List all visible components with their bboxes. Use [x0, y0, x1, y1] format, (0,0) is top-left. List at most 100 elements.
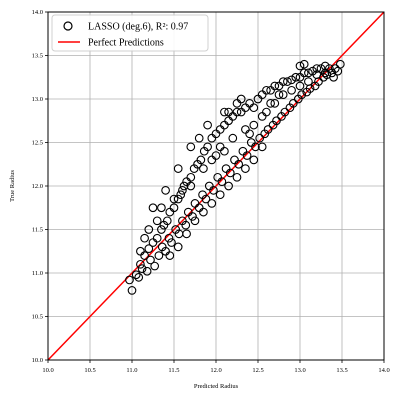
data-point: [181, 220, 191, 230]
data-point: [186, 172, 196, 182]
data-point: [148, 203, 158, 213]
data-point: [173, 164, 183, 173]
data-point: [280, 107, 290, 117]
data-point: [257, 112, 267, 121]
data-point: [287, 75, 296, 85]
data-point: [304, 77, 313, 86]
legend-label-perfect: Perfect Predictions: [88, 38, 164, 49]
data-point: [203, 120, 212, 130]
data-point: [165, 251, 175, 260]
data-point: [136, 259, 145, 269]
x-tick-label: 11.0: [126, 367, 137, 374]
legend: LASSO (deg.6), R²: 0.97 Perfect Predicti…: [51, 14, 209, 52]
data-point: [249, 103, 259, 113]
data-point: [274, 90, 284, 99]
y-tick-label: 14.0: [32, 9, 43, 16]
data-point: [207, 199, 217, 208]
data-point: [299, 68, 309, 78]
data-point: [140, 233, 149, 243]
data-point: [162, 216, 172, 226]
data-point: [295, 81, 305, 91]
y-tick-label: 10.5: [32, 314, 43, 321]
x-tick-label: 13.0: [294, 367, 305, 374]
x-tick-label: 11.5: [168, 367, 179, 374]
data-point: [196, 155, 206, 165]
data-point: [335, 59, 345, 69]
data-point: [299, 59, 309, 69]
data-point: [249, 120, 259, 130]
data-point: [157, 225, 166, 234]
data-point: [152, 216, 162, 226]
data-point: [232, 172, 242, 182]
data-point: [224, 181, 233, 191]
data-point: [283, 77, 292, 86]
data-point: [161, 186, 170, 195]
data-point: [201, 194, 211, 204]
data-point: [137, 264, 147, 274]
y-tick-label: 13.0: [32, 96, 43, 103]
data-point: [125, 275, 134, 285]
x-tick-label: 12.5: [252, 367, 263, 374]
data-point: [144, 244, 154, 253]
legend-box: [51, 14, 209, 52]
x-tick-label: 13.5: [336, 367, 347, 374]
data-point: [188, 212, 197, 221]
data-point: [270, 98, 280, 108]
data-point: [278, 77, 288, 86]
data-point: [312, 64, 322, 73]
data-point: [225, 168, 235, 178]
data-point: [169, 203, 179, 213]
x-tick-label: 14.0: [378, 367, 389, 374]
data-point: [167, 238, 176, 247]
data-point: [173, 242, 183, 252]
data-point: [127, 286, 137, 295]
data-point: [169, 194, 179, 204]
data-point: [297, 90, 307, 99]
data-point: [150, 261, 160, 271]
data-point: [224, 107, 233, 117]
y-ticks: 10.0 10.5 11.0 11.5 12.0 12.5 13.0 13.5 14.0: [32, 9, 48, 364]
data-point: [220, 107, 229, 117]
x-tick-label: 10.0: [42, 367, 53, 374]
data-point: [142, 266, 152, 276]
data-point: [134, 273, 144, 282]
data-point: [131, 270, 141, 280]
data-point: [320, 61, 330, 71]
y-axis-label: True Radius: [9, 170, 16, 202]
data-point: [207, 155, 217, 165]
legend-label-lasso: LASSO (deg.6), R²: 0.97: [88, 22, 188, 33]
data-point: [245, 129, 254, 139]
data-point: [157, 203, 166, 213]
data-point: [209, 186, 218, 195]
x-tick-label: 10.5: [84, 367, 95, 374]
data-point: [164, 233, 174, 243]
data-point: [154, 251, 164, 260]
data-point: [287, 85, 296, 95]
data-point: [199, 207, 208, 217]
data-point: [320, 68, 330, 78]
y-tick-label: 11.0: [32, 270, 43, 277]
data-point: [136, 246, 145, 256]
data-point: [179, 181, 189, 191]
y-tick-label: 12.0: [32, 183, 43, 190]
data-point: [176, 190, 186, 200]
data-point: [295, 61, 305, 71]
y-tick-label: 11.5: [32, 227, 43, 234]
data-point: [186, 181, 196, 191]
data-point: [291, 72, 301, 82]
data-point: [182, 229, 191, 239]
data-point: [228, 133, 238, 143]
data-points: [125, 59, 345, 295]
data-point: [329, 72, 338, 82]
data-point: [241, 164, 250, 173]
data-point: [236, 94, 246, 104]
data-point: [249, 155, 259, 165]
y-tick-label: 12.5: [32, 140, 43, 147]
data-point: [199, 164, 208, 173]
data-point: [215, 190, 225, 200]
data-point: [234, 159, 244, 169]
x-axis-label: Predicted Radius: [194, 383, 239, 390]
x-ticks: 10.0 10.5 11.0 11.5 12.0 12.5 13.0 13.5 14.0: [42, 360, 390, 374]
data-point: [288, 98, 298, 108]
